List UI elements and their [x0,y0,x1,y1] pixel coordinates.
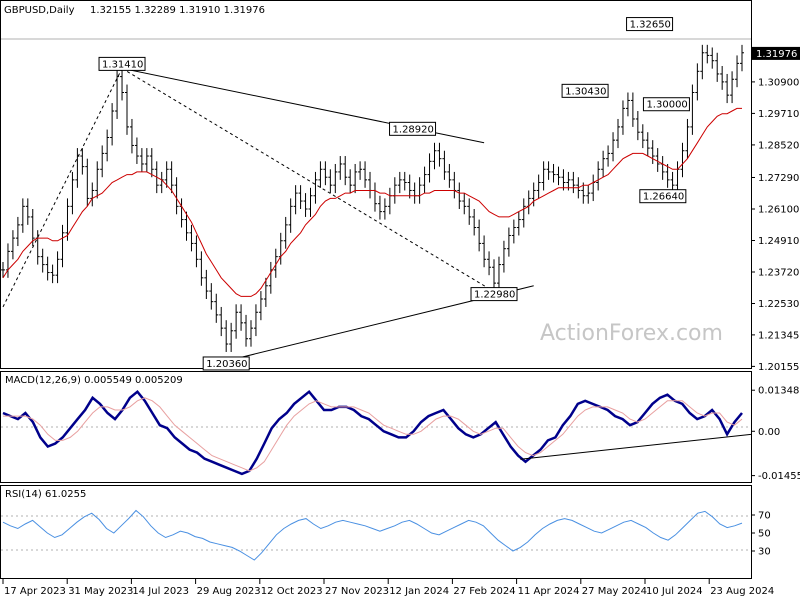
price-label-box-6 [626,17,674,32]
price-label-2: 1.28920 [393,124,434,135]
x-tick-label-8: 11 Apr 2024 [518,586,580,597]
x-tick-label-11: 23 Aug 2024 [710,586,774,597]
symbol-label: GBPUSD,Daily [4,5,75,16]
price-label-box-1 [202,356,250,371]
current-price-box [752,46,800,60]
price-label-box-7 [642,97,690,112]
x-tick-label-5: 27 Nov 2023 [325,586,389,597]
rsi-line [2,509,743,561]
rsi-panel [0,485,752,579]
x-tick-label-7: 27 Feb 2024 [453,586,515,597]
price-label-3: 1.22980 [474,290,515,301]
current-price-label: 1.31976 [756,49,797,60]
price-label-6: 1.32650 [630,20,671,31]
rsi-y-tick-label-0: 70 [758,511,771,522]
x-tick-label-4: 12 Oct 2023 [261,586,323,597]
price-y-tick-label-9: 1.20155 [758,362,799,373]
x-tick-label-9: 27 May 2024 [582,586,647,597]
trendline-2 [121,67,495,293]
annotation-layer: 1.31410 1.20360 1.28920 1.22980 1.30430 1.266… [98,17,690,371]
macd-line [2,389,743,476]
rsi-series-layer [2,509,743,561]
price-y-tick-label-2: 1.28520 [758,140,799,151]
moving-average-line [2,107,742,297]
rsi-y-tick-label-1: 50 [758,529,771,540]
price-label-box-4 [561,83,609,98]
price-label-box-0 [98,56,146,71]
macd-title: MACD(12,26,9) 0.005549 0.005209 [5,375,183,386]
price-label-4: 1.30430 [565,86,606,97]
price-label-box-2 [389,121,437,136]
macd-y-tick-label-1: 0.00 [758,427,780,438]
macd-trendline [520,433,752,460]
price-y-tick-label-8: 1.21345 [758,330,799,341]
x-tick-label-6: 12 Jan 2024 [389,586,449,597]
price-y-tick-label-3: 1.27290 [758,173,799,184]
x-tick-label-1: 31 May 2023 [68,586,133,597]
watermark: ActionForex.com [540,321,723,346]
x-tick-label-10: 10 Jul 2024 [646,586,703,597]
x-tick-label-0: 17 Apr 2023 [4,586,66,597]
price-y-tick-label-0: 1.30900 [758,77,799,88]
price-label-7: 1.30000 [646,100,687,111]
price-y-tick-label-4: 1.26100 [758,204,799,215]
macd-y-tick-label-0: 0.013489 [758,386,800,397]
macd-signal-line [3,397,743,472]
price-label-5: 1.26640 [643,192,684,203]
price-label-box-3 [470,287,518,302]
price-y-tick-label-6: 1.23720 [758,268,799,279]
macd-y-tick-label-2: -0.014554 [758,471,800,482]
y-axis-layer: 1.30900 1.29710 1.28520 1.27290 1.26100 1.249… [751,46,800,558]
macd-panel [0,371,752,483]
price-y-tick-label-1: 1.29710 [758,109,799,120]
x-tick-label-3: 29 Aug 2023 [197,586,261,597]
price-panel [0,0,752,369]
price-label-box-5 [639,189,687,204]
macd-series-layer [2,389,752,476]
ohlc-label: 1.32155 1.32289 1.31910 1.31976 [90,5,265,16]
price-y-tick-label-5: 1.24910 [758,236,799,247]
trendline-3 [2,68,123,308]
x-tick-label-2: 14 Jul 2023 [132,586,189,597]
rsi-title: RSI(14) 61.0255 [5,489,86,500]
price-label-1: 1.20360 [206,359,247,370]
price-label-0: 1.31410 [102,59,143,70]
rsi-y-tick-label-2: 30 [758,547,771,558]
price-y-tick-label-7: 1.22530 [758,299,799,310]
